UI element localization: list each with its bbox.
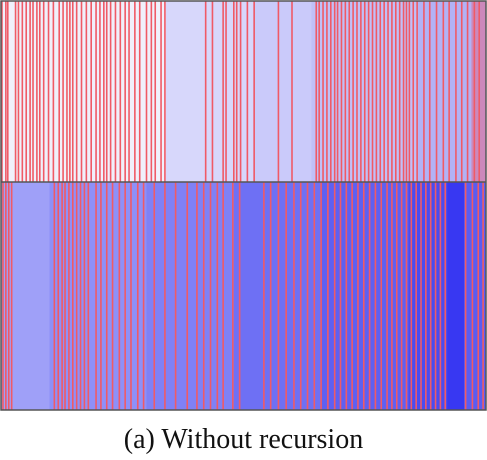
background-segment — [408, 182, 448, 410]
background-segment — [321, 182, 409, 410]
background-segment — [464, 182, 487, 410]
plot-frame — [0, 0, 487, 411]
event-strip-top — [1, 1, 487, 182]
figure-caption: (a) Without recursion — [123, 424, 364, 455]
background-segment — [1, 1, 167, 182]
background-segment — [418, 1, 472, 182]
background-segment — [146, 182, 235, 410]
background-segment — [447, 182, 465, 410]
background-segment — [49, 182, 147, 410]
event-strip-bottom — [1, 182, 487, 410]
background-segment — [165, 1, 254, 182]
background-segment — [253, 1, 312, 182]
